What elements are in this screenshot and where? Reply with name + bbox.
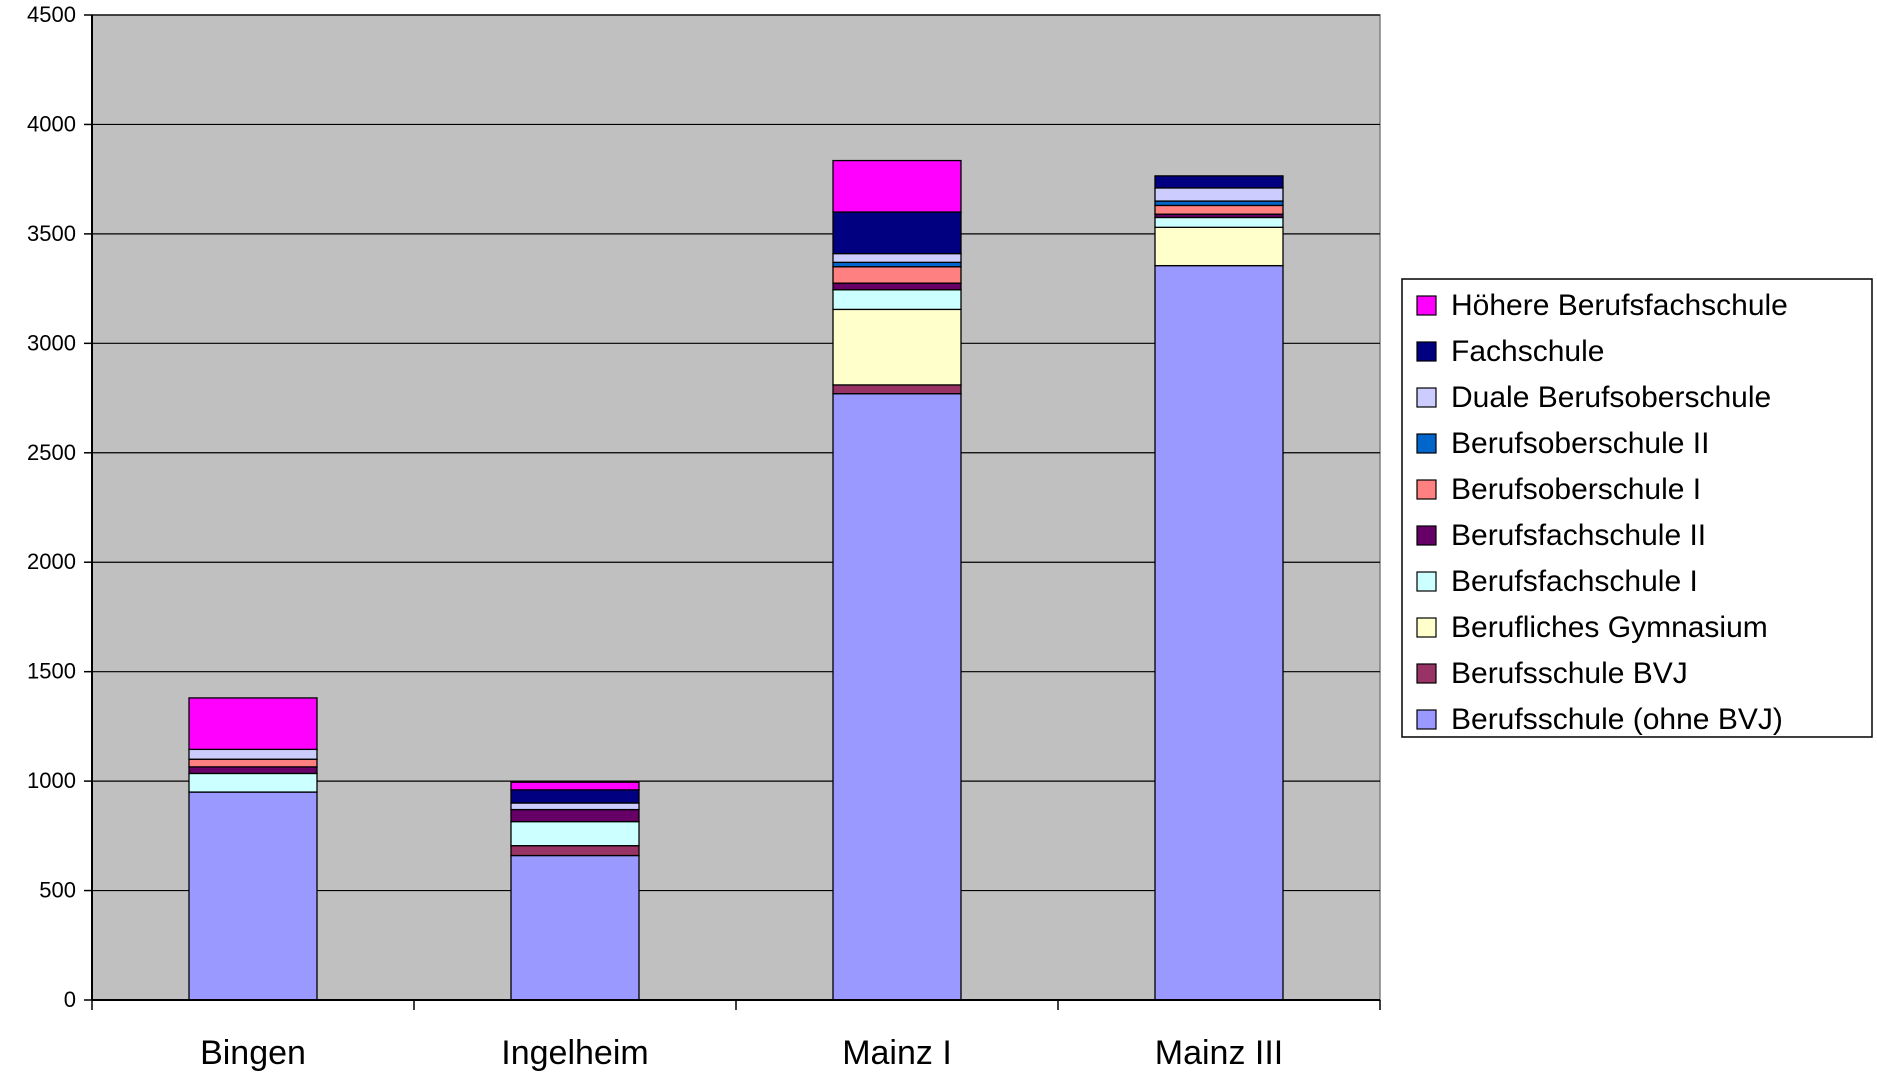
legend-label: Berufsoberschule I — [1451, 473, 1701, 506]
legend-item: Duale Berufsoberschule — [1416, 381, 1771, 414]
bar-segment — [188, 758, 318, 768]
bar-segment — [832, 289, 962, 311]
axes: 0 500 1000 1500 2000 2500 3000 3500 4000 4500 Bing… — [27, 2, 1381, 1072]
y-tick-label: 2500 — [27, 440, 76, 465]
legend-label: Höhere Berufsfachschule — [1451, 289, 1788, 322]
bar-segment — [1154, 216, 1284, 228]
y-tick-label: 3000 — [27, 330, 76, 355]
bar-segment — [510, 854, 640, 1001]
bar-segment — [510, 789, 640, 804]
bar-segment — [188, 791, 318, 1001]
legend-label: Berufsfachschule II — [1451, 519, 1706, 552]
legend-swatch — [1416, 295, 1437, 316]
x-category-label: Mainz III — [1155, 1034, 1283, 1072]
legend-label: Berufsfachschule I — [1451, 565, 1698, 598]
legend-item: Berufsfachschule II — [1416, 519, 1706, 552]
legend-swatch — [1416, 525, 1437, 546]
x-category-label: Bingen — [200, 1034, 306, 1072]
bar-segment — [832, 384, 962, 395]
bar-segment — [1154, 226, 1284, 267]
bar-segment — [1154, 187, 1284, 202]
legend-swatch — [1416, 617, 1437, 638]
y-tick-label: 3500 — [27, 221, 76, 246]
bar-segment — [510, 820, 640, 847]
legend-label: Duale Berufsoberschule — [1451, 381, 1771, 414]
x-category-label: Ingelheim — [501, 1034, 648, 1072]
legend: Höhere Berufsfachschule Fachschule Duale B… — [1401, 278, 1873, 738]
bar-segment — [1154, 200, 1284, 207]
bar-segment — [832, 159, 962, 213]
legend-swatch — [1416, 571, 1437, 592]
bar-segment — [188, 766, 318, 775]
y-tick-label: 1500 — [27, 659, 76, 684]
legend-label: Berufliches Gymnasium — [1451, 611, 1768, 644]
bar-segment — [188, 748, 318, 760]
bar-segment — [1154, 175, 1284, 189]
y-tick-label: 0 — [64, 987, 76, 1012]
x-category-label: Mainz I — [842, 1034, 952, 1072]
bar-segment — [510, 781, 640, 791]
bar-segment — [832, 393, 962, 1001]
legend-swatch — [1416, 387, 1437, 408]
y-tick-label: 1000 — [27, 768, 76, 793]
legend-swatch — [1416, 479, 1437, 500]
legend-item: Berufsfachschule I — [1416, 565, 1698, 598]
bar-segment — [832, 282, 962, 291]
bar-segment — [510, 802, 640, 811]
y-tick-label: 2000 — [27, 549, 76, 574]
legend-label: Berufsoberschule II — [1451, 427, 1709, 460]
bar-segment — [1154, 204, 1284, 215]
bars — [188, 159, 1284, 1001]
legend-swatch — [1416, 709, 1437, 730]
bar-segment — [832, 211, 962, 255]
legend-item: Berufsoberschule I — [1416, 473, 1701, 506]
y-tick-label: 4000 — [27, 111, 76, 136]
y-tick-label: 4500 — [27, 2, 76, 27]
legend-swatch — [1416, 433, 1437, 454]
bar-segment — [188, 772, 318, 793]
legend-label: Fachschule — [1451, 335, 1604, 368]
bar-segment — [510, 808, 640, 823]
legend-item: Berufsschule BVJ — [1416, 657, 1688, 690]
bar-segment — [1154, 264, 1284, 1001]
legend-item: Höhere Berufsfachschule — [1416, 289, 1788, 322]
bar-segment — [832, 261, 962, 268]
legend-swatch — [1416, 663, 1437, 684]
legend-item: Berufliches Gymnasium — [1416, 611, 1768, 644]
bar-segment — [832, 252, 962, 263]
legend-item: Fachschule — [1416, 335, 1604, 368]
bar-segment — [188, 697, 318, 751]
y-tick-label: 500 — [39, 878, 76, 903]
legend-box — [1401, 278, 1873, 738]
legend-item: Berufsschule (ohne BVJ) — [1416, 703, 1783, 736]
legend-label: Berufsschule (ohne BVJ) — [1451, 703, 1783, 736]
legend-item: Berufsoberschule II — [1416, 427, 1709, 460]
legend-label: Berufsschule BVJ — [1451, 657, 1688, 690]
bar-segment — [832, 308, 962, 386]
legend-swatch — [1416, 341, 1437, 362]
bar-segment — [832, 266, 962, 284]
bar-segment — [510, 845, 640, 857]
